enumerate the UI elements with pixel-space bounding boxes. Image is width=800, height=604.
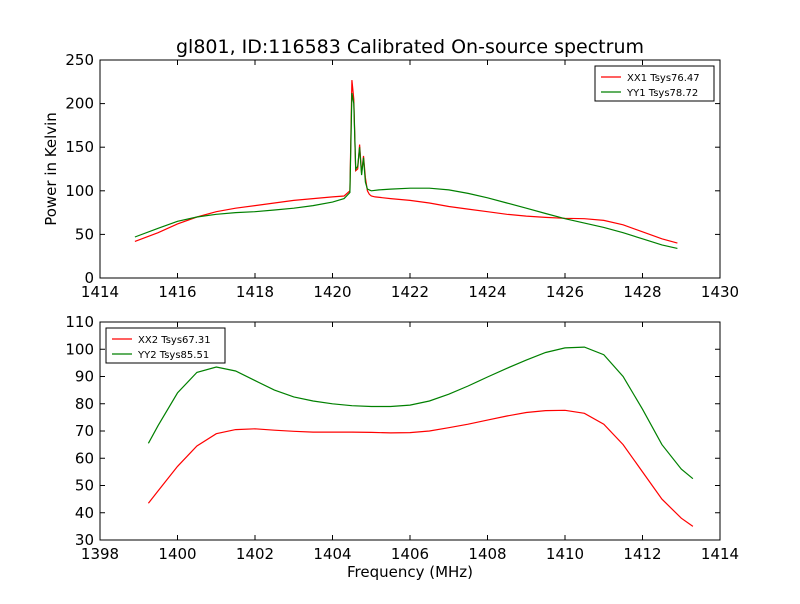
x-tick-label: 1428 bbox=[623, 283, 661, 301]
legend-label: YY1 Tsys78.72 bbox=[626, 88, 698, 99]
x-tick-label: 1430 bbox=[701, 283, 739, 301]
x-tick-label: 1410 bbox=[546, 545, 584, 563]
y-tick-label: 50 bbox=[75, 477, 94, 495]
y-tick-label: 200 bbox=[65, 95, 94, 113]
y-tick-label: 0 bbox=[84, 269, 94, 287]
legend-label: YY2 Tsys85.51 bbox=[137, 350, 209, 361]
x-tick-label: 1420 bbox=[313, 283, 351, 301]
y-tick-label: 60 bbox=[75, 449, 94, 467]
chart-title: gl801, ID:116583 Calibrated On-source sp… bbox=[176, 36, 644, 58]
x-tick-label: 1426 bbox=[546, 283, 584, 301]
bottom-panel: 1398 1400 1402 1404 1406 1408 1410 1412 1414 30 40… bbox=[65, 313, 739, 563]
x-tick-label: 1404 bbox=[313, 545, 351, 563]
x-tick-label: 1406 bbox=[391, 545, 429, 563]
legend-box bbox=[105, 327, 226, 364]
y-tick-label: 40 bbox=[75, 504, 94, 522]
x-tick-label: 1412 bbox=[623, 545, 661, 563]
y-tick-label: 150 bbox=[65, 138, 94, 156]
x-tick-label: 1400 bbox=[158, 545, 196, 563]
x-tick-label: 1398 bbox=[81, 545, 119, 563]
series-line-xx2-tsys67-31 bbox=[147, 409, 694, 527]
series-line-yy2-tsys85-51 bbox=[147, 346, 694, 480]
x-tick-label: 1418 bbox=[236, 283, 274, 301]
legend-label: XX2 Tsys67.31 bbox=[138, 335, 211, 346]
x-tick-label: 1402 bbox=[236, 545, 274, 563]
y-tick-label: 30 bbox=[75, 531, 94, 549]
y-tick-label: 50 bbox=[75, 225, 94, 243]
series-line-yy1-tsys78-72 bbox=[134, 92, 678, 249]
x-tick-label: 1424 bbox=[468, 283, 506, 301]
x-tick-label: 1416 bbox=[158, 283, 196, 301]
x-tick-label: 1414 bbox=[81, 283, 119, 301]
x-tick-label: 1414 bbox=[701, 545, 739, 563]
x-tick-label: 1422 bbox=[391, 283, 429, 301]
legend-label: XX1 Tsys76.47 bbox=[627, 73, 700, 84]
y-tick-label: 80 bbox=[75, 395, 94, 413]
y-tick-label: 70 bbox=[75, 422, 94, 440]
top-panel: 1414 1416 1418 1420 1422 1424 1426 1428 1430 0 50 1… bbox=[65, 51, 739, 301]
y-tick-label: 90 bbox=[75, 368, 94, 386]
y-tick-label: 250 bbox=[65, 51, 94, 69]
legend-box bbox=[594, 65, 715, 102]
y-tick-label: 100 bbox=[65, 340, 94, 358]
y-axis-label: Power in Kelvin bbox=[42, 112, 60, 226]
legend: XX1 Tsys76.47 YY1 Tsys78.72 bbox=[594, 65, 715, 102]
legend: XX2 Tsys67.31 YY2 Tsys85.51 bbox=[105, 327, 226, 364]
y-tick-label: 100 bbox=[65, 182, 94, 200]
x-axis-label: Frequency (MHz) bbox=[347, 563, 473, 581]
y-tick-label: 110 bbox=[65, 313, 94, 331]
x-tick-label: 1408 bbox=[468, 545, 506, 563]
